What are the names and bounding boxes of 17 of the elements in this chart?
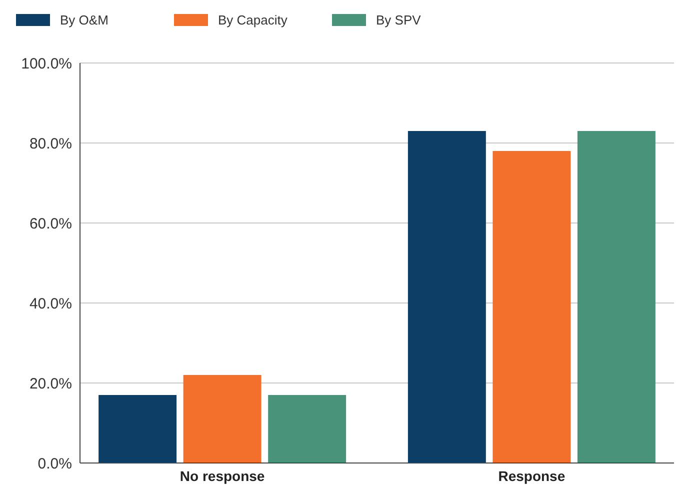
y-tick-label: 40.0% — [29, 295, 72, 312]
legend-label: By Capacity — [218, 12, 288, 28]
y-tick-label: 80.0% — [29, 135, 72, 152]
x-tick-label: Response — [498, 468, 566, 484]
legend-label: By O&M — [60, 12, 108, 28]
y-tick-label: 60.0% — [29, 215, 72, 232]
y-tick-label: 0.0% — [38, 455, 72, 472]
legend-label: By SPV — [376, 12, 422, 28]
bar — [408, 131, 486, 463]
bar — [268, 395, 346, 463]
bar — [98, 395, 177, 463]
x-tick-label: No response — [180, 468, 265, 484]
bar — [492, 151, 571, 463]
bar — [577, 131, 656, 463]
y-tick-label: 20.0% — [29, 375, 72, 392]
bar — [183, 375, 262, 463]
y-tick-label: 100.0% — [21, 55, 72, 72]
